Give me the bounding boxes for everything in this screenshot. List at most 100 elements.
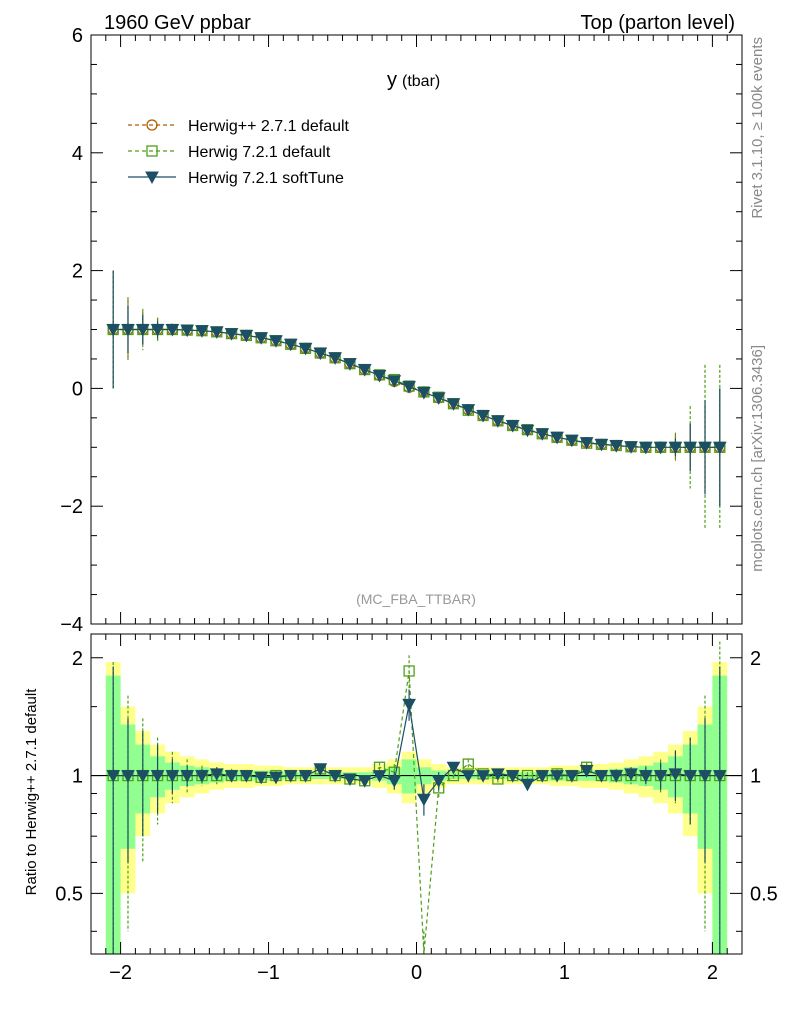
main-ytick-label: 4 — [72, 143, 83, 165]
data-point — [269, 335, 283, 348]
ratio-point — [106, 770, 121, 783]
ratio-point — [417, 793, 431, 807]
data-point — [476, 409, 490, 423]
data-point — [121, 324, 135, 337]
data-point — [520, 424, 535, 438]
ratio-point — [476, 770, 490, 783]
ratio-point — [550, 770, 564, 783]
ratio-series — [91, 641, 742, 955]
data-point — [417, 387, 431, 400]
data-point — [535, 428, 550, 441]
ratio-point — [209, 768, 224, 781]
ratio-ytick-label-right: 1 — [750, 766, 761, 788]
data-point — [224, 328, 239, 341]
data-point — [668, 441, 683, 455]
data-point — [328, 352, 342, 365]
ratio-point — [638, 770, 653, 783]
ratio-point — [298, 770, 313, 783]
ratio-point — [565, 770, 579, 783]
panel-title: y (tbar) — [387, 69, 440, 91]
legend-label-herwig7-default: Herwig 7.2.1 default — [188, 144, 331, 161]
data-point — [239, 329, 254, 343]
ratio-point — [254, 771, 268, 785]
ratio-point — [165, 770, 180, 783]
ratio-point — [462, 758, 474, 770]
ratio-series-herwig7-softtune — [106, 666, 727, 954]
data-point — [357, 364, 372, 377]
ratio-panel: −2 −1 0 1 2 0.5 0.5 1 1 2 2 Ratio to Herwig++ 2.7.… — [23, 633, 778, 984]
data-point — [550, 431, 564, 445]
analysis-tag: (MC_FBA_TTBAR) — [356, 591, 476, 607]
panel-title-sub: (tbar) — [402, 73, 440, 90]
ratio-point — [403, 665, 415, 677]
legend-marker-herwigpp — [146, 119, 158, 131]
uncertainty-band-inner — [401, 759, 417, 794]
ratio-point — [195, 770, 209, 783]
data-point — [609, 440, 624, 453]
data-point — [638, 441, 653, 455]
ratio-point — [372, 770, 387, 783]
data-point — [683, 441, 698, 455]
header-right: Top (parton level) — [580, 12, 735, 34]
main-ytick-label: 6 — [72, 25, 83, 47]
main-series — [106, 270, 727, 530]
rivet-label: Rivet 3.1.10, ≥ 100k events — [749, 37, 766, 219]
mcplots-label: mcplots.cern.ch [arXiv:1306.3436] — [749, 345, 766, 572]
ratio-point — [135, 770, 150, 783]
data-point — [150, 324, 165, 337]
ratio-point — [520, 778, 535, 792]
data-point — [565, 434, 579, 448]
legend-marker-herwig7-softtune — [145, 171, 159, 185]
data-point — [180, 324, 195, 338]
ratio-xtick-label: −2 — [109, 962, 132, 984]
main-panel: −4 −2 0 2 4 6 y (tbar) (MC_FBA_TTBAR) Herwig++… — [60, 25, 743, 636]
ratio-point — [239, 770, 254, 783]
ratio-xtick-label: 2 — [707, 962, 718, 984]
ratio-point — [387, 775, 402, 788]
ratio-xtick-label: −1 — [257, 962, 280, 984]
ratio-point — [357, 775, 372, 788]
ratio-point — [283, 770, 298, 783]
series-herwig7-softtune — [106, 270, 727, 507]
ratio-point — [683, 770, 698, 783]
data-point — [254, 332, 268, 345]
ratio-point — [446, 761, 461, 775]
ratio-point — [328, 770, 342, 783]
data-point — [313, 347, 328, 361]
ratio-point — [624, 768, 638, 781]
data-point — [624, 441, 638, 454]
ratio-point — [313, 763, 328, 776]
ratio-point — [224, 770, 239, 783]
ratio-xtick-label: 1 — [559, 962, 570, 984]
header-left: 1960 GeV ppbar — [104, 12, 251, 34]
data-point — [594, 438, 609, 452]
main-ytick-label: −4 — [60, 614, 83, 636]
ratio-ytick-label-right: 2 — [750, 648, 761, 670]
ratio-point — [594, 770, 609, 783]
legend-label-herwigpp: Herwig++ 2.7.1 default — [188, 118, 350, 135]
ratio-point — [609, 770, 624, 783]
data-point — [165, 324, 180, 337]
ratio-point — [269, 771, 283, 785]
ratio-point — [343, 773, 357, 787]
legend: Herwig++ 2.7.1 default Herwig 7.2.1 defau… — [128, 118, 350, 187]
legend-label-herwig7-softtune: Herwig 7.2.1 softTune — [188, 170, 344, 187]
data-point — [402, 381, 416, 394]
data-point — [491, 415, 505, 428]
main-ytick-label: 2 — [72, 261, 83, 283]
ratio-point — [505, 770, 520, 783]
ratio-point — [668, 768, 683, 781]
main-ytick-label: 0 — [72, 378, 83, 400]
ratio-point — [180, 770, 195, 783]
data-point — [343, 358, 357, 371]
ratio-point — [698, 770, 712, 783]
ratio-point — [491, 768, 505, 781]
ratio-point — [431, 775, 446, 788]
data-point — [209, 326, 224, 339]
ratio-point — [712, 770, 727, 783]
legend-marker-herwig7-default — [146, 145, 158, 157]
panel-title-main: y — [387, 69, 397, 91]
ratio-point — [150, 770, 165, 783]
ratio-ylabel: Ratio to Herwig++ 2.7.1 default — [23, 688, 40, 896]
data-point — [135, 324, 150, 337]
